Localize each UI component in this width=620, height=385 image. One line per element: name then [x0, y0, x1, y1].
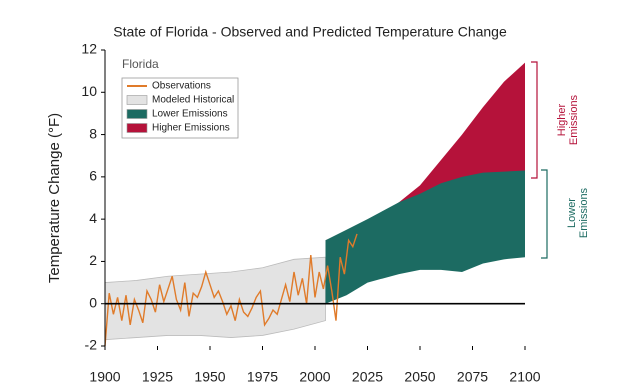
y-tick-label: -2 — [85, 337, 98, 353]
x-tick-label: 2025 — [352, 369, 383, 385]
bracket — [541, 169, 548, 259]
x-tick-label: 2075 — [457, 369, 488, 385]
y-tick-label: 0 — [89, 294, 97, 310]
y-tick-label: 4 — [89, 210, 97, 226]
legend-label: Observations — [152, 81, 211, 92]
legend-label: Higher Emissions — [152, 123, 230, 134]
x-tick-label: 2050 — [404, 369, 435, 385]
bracket — [531, 61, 538, 179]
y-tick-label: 2 — [89, 252, 97, 268]
y-tick-label: 6 — [89, 168, 97, 184]
band — [104, 256, 326, 341]
x-tick-label: 1925 — [142, 369, 173, 385]
legend-label: Modeled Historical — [152, 95, 234, 106]
x-tick-label: 2100 — [509, 369, 540, 385]
y-axis-title: Temperature Change (°F) — [46, 113, 63, 283]
legend-swatch — [126, 109, 148, 119]
x-tick-label: 1900 — [89, 369, 120, 385]
legend-swatch — [126, 123, 148, 133]
annotation: Emissions — [578, 187, 590, 238]
panel-label: Florida — [122, 57, 159, 71]
line — [104, 233, 358, 347]
annotation: Emissions — [568, 94, 580, 145]
x-tick-label: 2000 — [299, 369, 330, 385]
legend-swatch — [126, 95, 148, 105]
y-tick-label: 12 — [81, 41, 97, 57]
band — [325, 170, 525, 304]
legend-label: Lower Emissions — [152, 109, 228, 120]
y-tick-label: 8 — [89, 125, 97, 141]
x-tick-label: 1950 — [194, 369, 225, 385]
x-tick-label: 1975 — [247, 369, 278, 385]
chart-title: State of Florida - Observed and Predicte… — [113, 24, 507, 40]
y-tick-label: 10 — [81, 83, 97, 99]
annotation: Lower — [566, 198, 578, 228]
annotation: Higher — [556, 103, 568, 136]
